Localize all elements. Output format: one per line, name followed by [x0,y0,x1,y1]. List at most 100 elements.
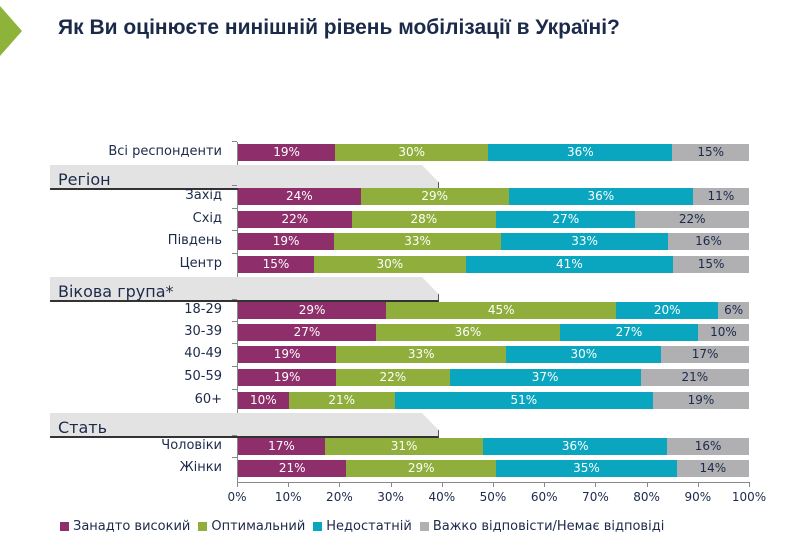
bar-segment: 22% [238,211,352,228]
bar-segment: 27% [559,324,698,341]
x-tick-label: 60% [530,490,558,504]
legend-label: Недостатній [326,519,412,534]
bar-segment: 37% [449,369,641,386]
legend-label: Занадто високий [73,519,191,534]
bar-segment: 21% [640,369,749,386]
y-tick [232,389,237,390]
legend-label: Важко відповісти/Немає відповіді [432,519,665,534]
bar-segment: 36% [508,188,693,205]
category-label: Всі респонденти [108,144,222,159]
bar-segment: 19% [238,144,336,161]
x-tick-label: 30% [377,490,404,504]
bar-segment: 10% [238,392,289,409]
legend-item: Важко відповісти/Немає відповіді [419,519,665,534]
group-header: Вікова група* [50,277,439,302]
x-tick-label: 70% [582,490,609,504]
legend: Занадто високий Оптимальний Недостатній Важ… [60,519,664,534]
bar-segment: 6% [718,302,749,319]
legend-swatch [419,522,429,531]
bar-segment: 27% [238,324,376,341]
y-tick [232,141,237,142]
bar-segment: 11% [692,188,749,205]
x-tick [288,482,290,487]
x-tick [544,482,546,487]
y-tick [232,321,237,322]
x-tick [390,482,392,487]
category-label: Жінки [179,460,222,475]
x-tick [493,482,494,487]
legend-item: Оптимальний [198,519,305,534]
group-header-label: Стать [58,418,108,437]
legend-swatch [60,522,69,531]
y-tick [232,185,237,186]
x-tick [697,482,699,487]
bar-segment: 30% [313,256,466,273]
category-label: 50-59 [184,369,222,384]
group-header: Стать [50,413,439,438]
legend-swatch [313,522,323,531]
bar-segment: 19% [238,369,337,386]
bar-segment: 33% [334,233,502,250]
bar-segment: 30% [506,346,662,363]
x-tick-label: 80% [633,490,660,504]
y-tick [232,366,237,367]
bar-segment: 24% [238,188,361,205]
legend-item: Недостатній [313,519,412,534]
bar-segment: 16% [667,438,749,455]
x-tick-label: 10% [274,490,302,504]
x-tick [646,482,648,487]
category-label: 40-49 [184,346,222,361]
bar-segment: 30% [335,144,489,161]
bar-segment: 51% [394,392,653,409]
bar-segment: 15% [673,256,749,273]
bar-segment: 21% [288,392,395,409]
category-label: Схід [192,211,222,226]
x-tick-label: 50% [479,490,507,504]
y-tick [232,299,237,300]
category-label: 30-39 [184,324,222,339]
bar-segment: 33% [336,346,507,363]
group-header: Регіон [50,165,439,190]
page-title: Як Ви оцінюєте нинішній рівень мобілізац… [58,16,620,39]
bar-segment: 29% [346,460,497,477]
category-label: Захід [185,188,222,203]
legend-item: Занадто високий [60,519,190,534]
bar-segment: 35% [496,460,677,477]
bar-segment: 22% [336,369,450,386]
category-label: 60+ [194,392,222,407]
legend-swatch [198,522,208,531]
x-tick [595,482,597,487]
category-label: 18-29 [184,302,222,317]
x-tick [339,482,341,487]
bar-segment: 15% [672,144,749,161]
bar-segment: 29% [360,188,509,205]
bar-segment: 19% [652,392,749,409]
legend-label: Оптимальний [211,519,306,534]
bar-segment: 29% [238,302,387,319]
bar-segment: 19% [238,346,337,363]
category-label: Південь [167,233,222,248]
bar-segment: 28% [351,211,497,228]
y-tick [232,435,237,436]
bar-segment: 27% [496,211,636,228]
x-tick-label: 90% [684,490,712,504]
group-header-label: Вікова група* [58,282,174,301]
y-tick [232,343,237,344]
bar-segment: 20% [616,302,719,319]
bar-segment: 41% [465,256,674,273]
bar-segment: 31% [324,438,484,455]
bar-segment: 21% [238,460,347,477]
x-tick-label: 0% [227,490,247,504]
y-tick [232,457,237,458]
bar-segment: 22% [635,211,749,228]
bar-segment: 33% [501,233,669,250]
bar-segment: 17% [661,346,749,363]
x-tick-label: 40% [428,490,456,504]
category-label: Центр [179,256,222,271]
x-tick [749,482,750,487]
y-tick [232,230,237,231]
bar-segment: 17% [238,438,325,455]
y-axis [237,142,238,482]
x-tick-label: 100% [731,490,767,504]
